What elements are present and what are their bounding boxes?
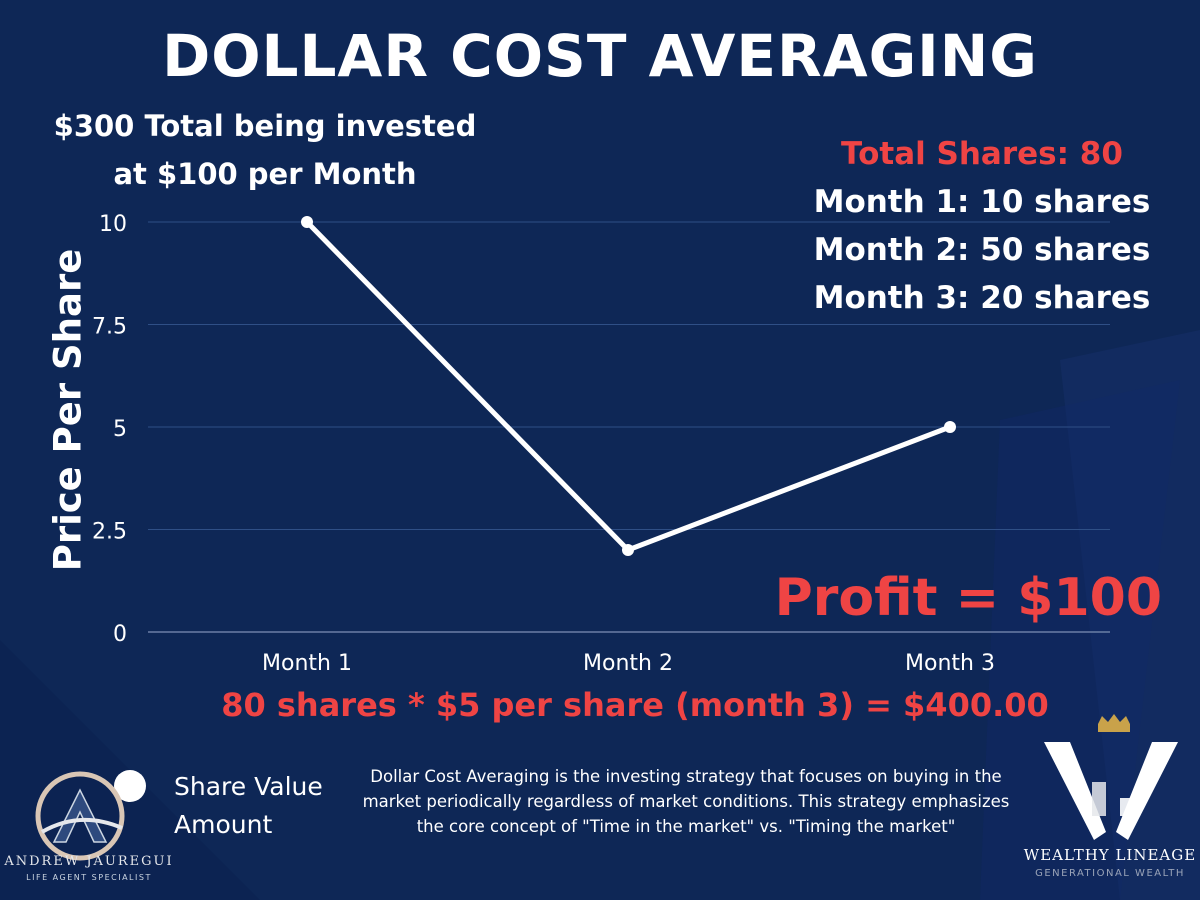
subtitle-line-1: $300 Total being invested — [53, 109, 477, 143]
logo-left-subtitle: LIFE AGENT SPECIALIST — [26, 873, 152, 882]
x-tick-label: Month 1 — [262, 651, 352, 676]
description-line-1: Dollar Cost Averaging is the investing s… — [370, 767, 1002, 786]
y-tick-label: 0 — [113, 622, 127, 647]
shares-summary: Total Shares: 80 Month 1: 10 shares Mont… — [802, 130, 1162, 322]
y-tick-label: 2.5 — [92, 520, 127, 545]
month-2-shares: Month 2: 50 shares — [813, 232, 1151, 268]
series-line — [305, 220, 951, 553]
y-tick-label: 10 — [99, 212, 127, 237]
total-shares-label: Total Shares: 80 — [841, 136, 1123, 172]
wealthy-lineage-logo-icon — [1044, 714, 1178, 840]
month-3-shares: Month 3: 20 shares — [813, 280, 1151, 316]
andrew-jauregui-logo-icon — [35, 771, 125, 861]
description-line-3: the core concept of "Time in the market"… — [416, 817, 956, 836]
profit-equation: 80 shares * $5 per share (month 3) = $40… — [221, 686, 1049, 724]
y-tick-label: 5 — [113, 417, 127, 442]
subtitle-line-2: at $100 per Month — [113, 157, 417, 191]
page-title: DOLLAR COST AVERAGING — [162, 22, 1038, 90]
description-line-2: market periodically regardless of market… — [362, 792, 1010, 811]
strategy-description: Dollar Cost Averaging is the investing s… — [336, 764, 1036, 839]
data-point — [944, 421, 956, 433]
legend-line-2: Amount — [174, 810, 273, 839]
y-tick-label: 7.5 — [92, 315, 127, 340]
legend-label: Share Value Amount — [174, 768, 344, 844]
x-tick-label: Month 3 — [905, 651, 995, 676]
data-point — [301, 216, 313, 228]
logo-right-subtitle: GENERATIONAL WEALTH — [1035, 868, 1185, 879]
x-tick-label: Month 2 — [583, 651, 673, 676]
month-1-shares: Month 1: 10 shares — [813, 184, 1151, 220]
logo-right-name: WEALTHY LINEAGE — [1023, 846, 1197, 864]
logo-left-name: ANDREW JAUREGUI — [4, 854, 174, 869]
data-point — [622, 544, 634, 556]
legend-line-1: Share Value — [174, 772, 323, 801]
profit-annotation: Profit = $100 — [774, 568, 1162, 628]
chart-subtitle: $300 Total being invested at $100 per Mo… — [30, 102, 500, 198]
